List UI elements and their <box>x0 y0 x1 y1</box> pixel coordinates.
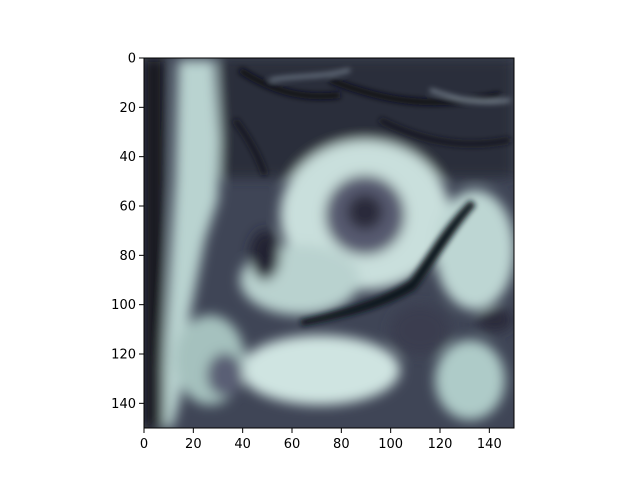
y-tick-label: 120 <box>111 348 136 363</box>
plot-frame <box>143 57 515 429</box>
x-tick-label: 100 <box>378 437 403 452</box>
y-tick-label: 100 <box>111 298 136 313</box>
x-tick-label: 20 <box>185 437 202 452</box>
x-tick-label: 120 <box>428 437 453 452</box>
y-tick-label: 40 <box>119 150 136 165</box>
y-tick-label: 80 <box>119 249 136 264</box>
y-tick-label: 60 <box>119 200 136 215</box>
x-tick-label: 0 <box>140 437 148 452</box>
x-axis: 0 20 40 60 80 100 120 140 <box>140 428 502 452</box>
y-tick-label: 0 <box>128 52 136 67</box>
x-tick-label: 80 <box>333 437 350 452</box>
x-tick-label: 40 <box>234 437 251 452</box>
y-tick-label: 140 <box>111 397 136 412</box>
x-tick-label: 60 <box>284 437 301 452</box>
y-axis: 0 20 40 60 80 100 120 140 <box>111 52 144 412</box>
x-tick-label: 140 <box>477 437 502 452</box>
heatmap-image <box>144 58 514 428</box>
y-tick-label: 20 <box>119 101 136 116</box>
